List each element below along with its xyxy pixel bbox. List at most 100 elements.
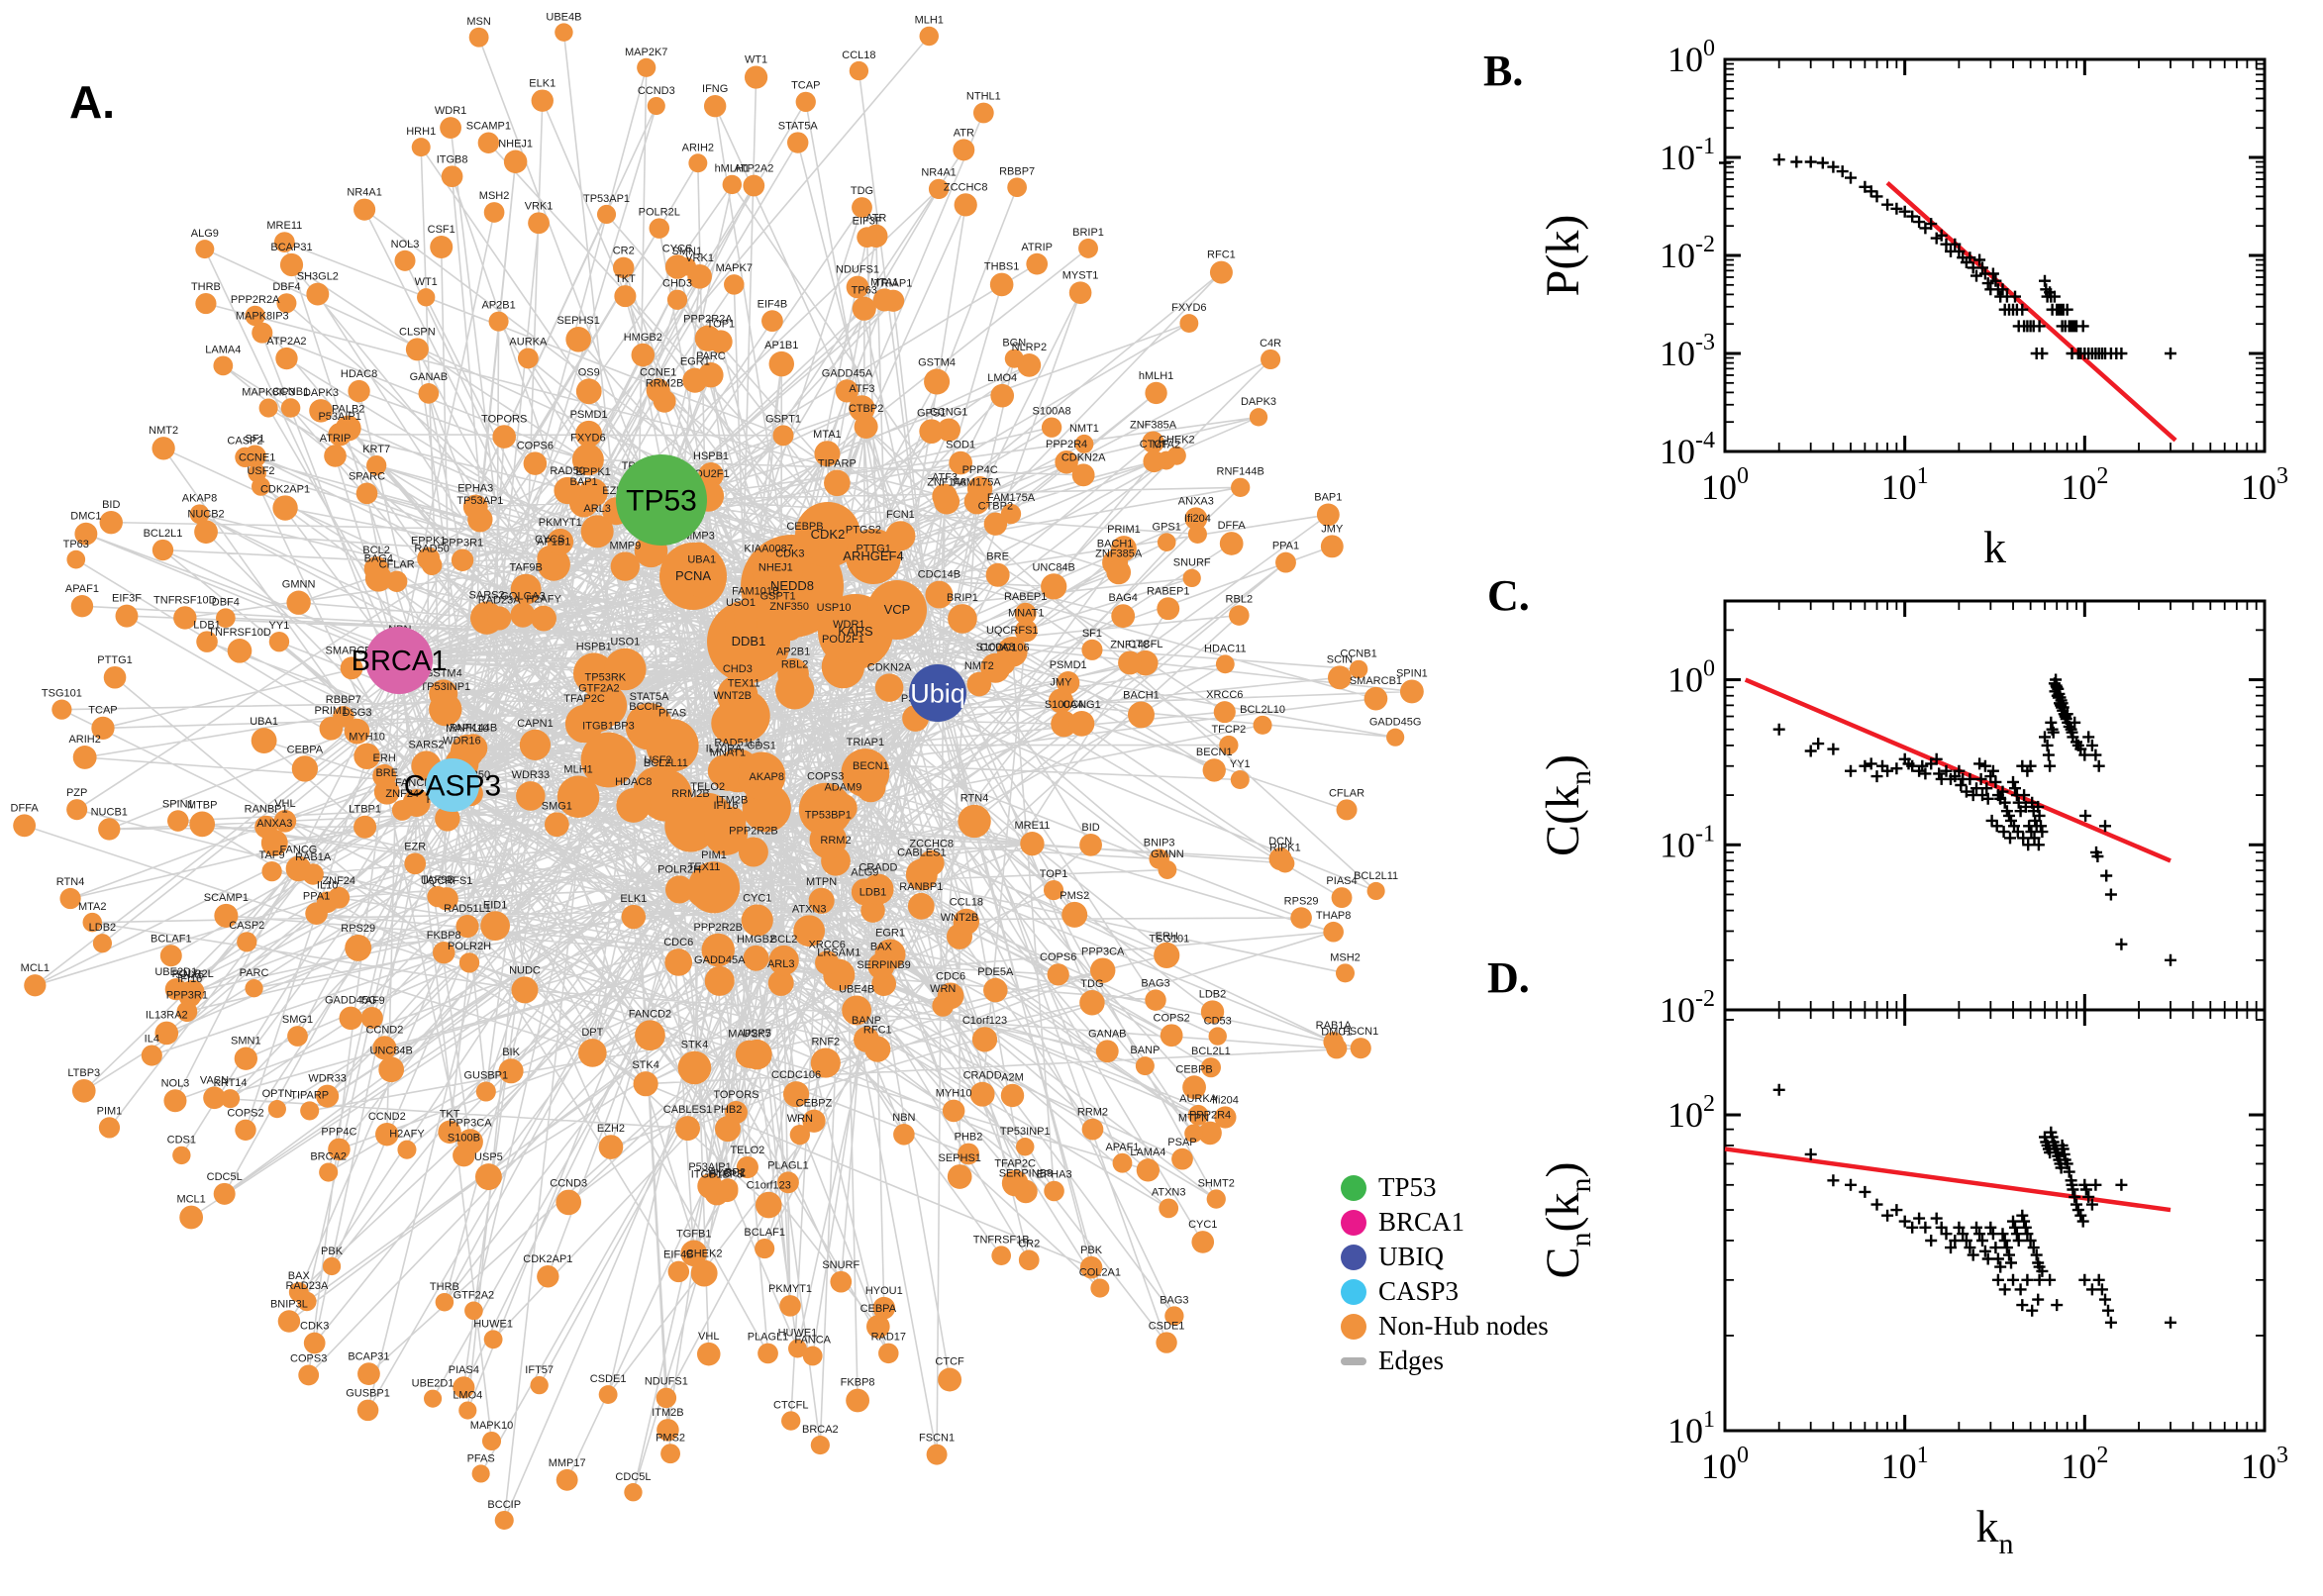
- network-node: [355, 482, 378, 505]
- network-node: [646, 378, 670, 403]
- network-node: [1366, 881, 1385, 901]
- network-node-label: CYCS: [535, 534, 565, 546]
- network-node: [694, 325, 722, 351]
- network-node-label: CHEK2: [686, 1248, 723, 1260]
- network-node-label: WRN: [787, 1113, 813, 1125]
- network-node-label: MTA1: [813, 429, 842, 441]
- axis-tick-label: 101: [1881, 463, 1929, 507]
- network-node-label: BAP1: [569, 476, 597, 488]
- network-node: [234, 1047, 257, 1070]
- network-node: [1320, 535, 1344, 558]
- axis-tick-label: 100: [1667, 36, 1715, 79]
- network-node: [738, 837, 768, 867]
- network-node-label: THAP8: [1316, 910, 1351, 922]
- network-node-label: CEBPB: [786, 521, 823, 533]
- network-node-label: COPS3: [807, 771, 844, 783]
- network-node: [885, 521, 916, 551]
- network-node-label: RNF144B: [450, 722, 497, 734]
- network-node: [115, 604, 139, 628]
- plot-panel-c: 100 10-1 10-2 C(kn): [1537, 599, 2267, 1030]
- legend-item-brca1: BRCA1: [1341, 1205, 1549, 1240]
- network-node: [583, 683, 628, 728]
- network-node: [1014, 602, 1037, 625]
- network-node-label: TELO2: [690, 781, 725, 793]
- network-node-label: UNC84B: [1032, 561, 1074, 573]
- network-node-label: ZNF24: [385, 788, 419, 800]
- network-node-label: CCND3: [638, 85, 675, 97]
- network-node-label: ITGB1BP3: [582, 721, 635, 733]
- network-node-label: UNC84B: [369, 1045, 412, 1056]
- network-node-label: FSCN1: [1343, 1026, 1378, 1038]
- network-node: [166, 810, 189, 832]
- network-node: [772, 425, 794, 447]
- network-node: [854, 414, 878, 439]
- network-node-label: MTPN: [1178, 1112, 1209, 1124]
- network-node: [303, 1332, 326, 1354]
- network-node-label: ZNF24: [322, 875, 355, 887]
- network-node: [621, 904, 647, 930]
- network-node: [245, 979, 263, 998]
- network-node: [1020, 832, 1045, 856]
- network-node-label: USP5: [743, 1028, 771, 1040]
- network-node: [1364, 686, 1388, 711]
- network-node: [787, 132, 809, 153]
- network-node-label: CCND3: [550, 1178, 587, 1190]
- network-node: [1198, 1121, 1222, 1146]
- network-node: [178, 980, 202, 1004]
- network-node-label: NBN: [892, 1112, 915, 1124]
- network-node: [867, 580, 927, 640]
- network-node-label: TFAP2C: [994, 1158, 1036, 1170]
- network-node-label: CFLAR: [379, 559, 415, 571]
- legend-item-tp53: TP53: [1341, 1170, 1549, 1205]
- network-node: [1135, 1056, 1155, 1076]
- network-node: [372, 1036, 397, 1060]
- network-node: [154, 1021, 179, 1046]
- network-node: [758, 1343, 778, 1364]
- network-node: [793, 915, 826, 948]
- network-node: [942, 1099, 965, 1123]
- network-node: [455, 915, 479, 939]
- network-node-label: TKT: [615, 273, 636, 285]
- network-node-label: GUSBP1: [346, 1388, 390, 1400]
- network-node: [285, 855, 312, 882]
- network-node: [824, 469, 851, 497]
- network-node: [433, 941, 455, 964]
- network-node: [194, 520, 218, 545]
- network-node: [735, 1040, 764, 1068]
- legend-label: Edges: [1378, 1346, 1444, 1375]
- network-node: [1184, 1124, 1203, 1144]
- network-node-label: S100A8: [976, 642, 1015, 653]
- network-node: [397, 1140, 417, 1159]
- network-node-label: FAM101B: [732, 586, 779, 598]
- network-node: [519, 729, 552, 760]
- network-node-label: EZR: [404, 841, 426, 852]
- network-node: [703, 95, 727, 118]
- network-node: [556, 1189, 582, 1216]
- network-node-label: IFT57: [525, 1364, 554, 1376]
- network-node: [554, 476, 581, 505]
- network-node: [849, 60, 869, 81]
- network-node-label: C1orf123: [747, 1180, 791, 1192]
- network-node-label: HDAC8: [615, 776, 652, 788]
- network-node-label: CHD3: [723, 663, 753, 675]
- network-node: [429, 692, 462, 727]
- network-node-label: TEX11: [728, 678, 760, 690]
- network-node-label: STK4: [632, 1059, 659, 1071]
- network-node-label: NEDD8: [770, 578, 814, 593]
- network-node-label: PPP2R4: [1189, 1110, 1231, 1122]
- network-node: [932, 483, 958, 509]
- network-node-label: SCAMP1: [466, 121, 511, 133]
- network-node: [949, 450, 973, 475]
- network-node-label: ADAM9: [824, 782, 861, 794]
- network-node-label: TOPORS: [713, 1089, 758, 1101]
- network-node: [235, 447, 255, 467]
- network-node-label: PPP2R2B: [729, 826, 778, 838]
- network-node: [578, 478, 608, 508]
- network-node-label: MYH10: [936, 1088, 972, 1100]
- network-node: [604, 648, 647, 691]
- network-node-label: CHEK2: [1159, 435, 1195, 447]
- network-node: [438, 1120, 461, 1145]
- network-node: [791, 533, 819, 559]
- network-node-label: MNAT1: [710, 747, 746, 758]
- network-node: [795, 91, 816, 113]
